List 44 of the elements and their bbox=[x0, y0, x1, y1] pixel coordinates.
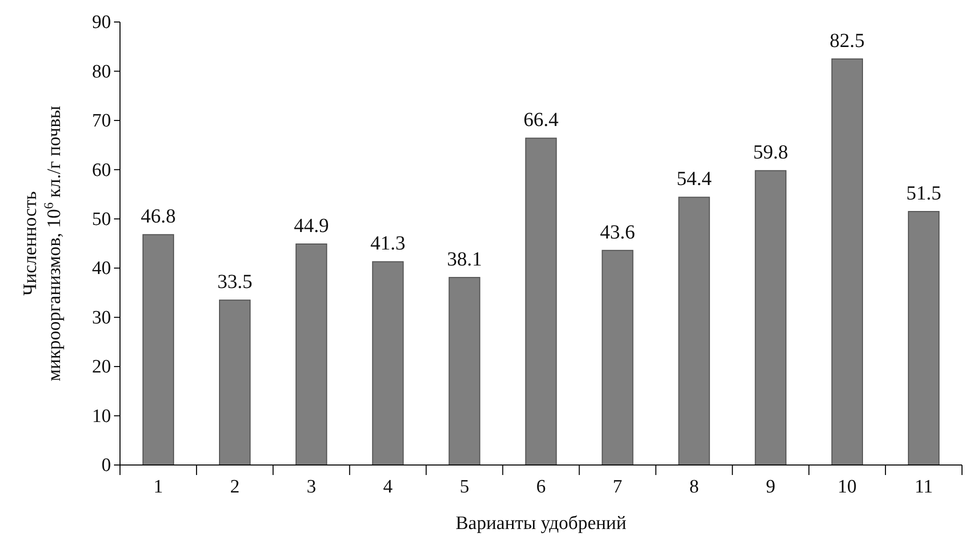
y-tick-label: 40 bbox=[92, 258, 111, 280]
data-label: 54.4 bbox=[676, 168, 712, 190]
x-tick-label: 2 bbox=[230, 476, 240, 498]
bar bbox=[602, 250, 634, 466]
data-label: 33.5 bbox=[217, 271, 252, 294]
y-tick-label: 80 bbox=[92, 61, 111, 82]
x-tick-label: 5 bbox=[460, 476, 470, 498]
data-label: 59.8 bbox=[753, 142, 788, 164]
bar bbox=[219, 300, 251, 466]
y-tick-label: 60 bbox=[92, 160, 111, 181]
y-tick-label: 70 bbox=[92, 110, 111, 132]
y-tick-label: 90 bbox=[92, 12, 111, 34]
x-axis-title: Варианты удобрений bbox=[456, 513, 626, 534]
data-label: 82.5 bbox=[830, 30, 865, 52]
bar bbox=[372, 261, 404, 466]
bar bbox=[142, 234, 174, 466]
data-label: 38.1 bbox=[446, 248, 482, 270]
data-label: 51.5 bbox=[906, 182, 942, 205]
data-label: 44.9 bbox=[294, 214, 329, 237]
x-tick-label: 4 bbox=[383, 476, 394, 498]
x-tick-label: 7 bbox=[612, 476, 622, 498]
bar bbox=[296, 243, 328, 466]
y-tick-label: 10 bbox=[92, 406, 111, 427]
x-tick-label: 8 bbox=[689, 476, 699, 498]
bar bbox=[831, 58, 863, 466]
x-tick-label: 3 bbox=[306, 476, 316, 498]
data-label: 41.3 bbox=[370, 232, 406, 255]
data-label: 46.8 bbox=[140, 206, 176, 228]
x-tick-label: 1 bbox=[154, 476, 164, 498]
y-tick-label: 30 bbox=[92, 307, 111, 328]
x-tick-label: 6 bbox=[536, 476, 546, 498]
x-tick-label: 9 bbox=[766, 476, 776, 498]
y-tick-label: 0 bbox=[102, 455, 111, 476]
data-label: 43.6 bbox=[600, 221, 636, 244]
bar bbox=[525, 138, 557, 466]
bar bbox=[678, 196, 710, 466]
x-tick-label: 11 bbox=[914, 476, 933, 498]
bar bbox=[448, 276, 480, 466]
bar bbox=[754, 170, 786, 466]
y-tick-label: 50 bbox=[92, 208, 111, 230]
y-tick-label: 20 bbox=[92, 356, 111, 378]
x-tick-label: 10 bbox=[838, 476, 857, 498]
data-label: 66.4 bbox=[524, 109, 558, 132]
bar bbox=[908, 211, 940, 466]
